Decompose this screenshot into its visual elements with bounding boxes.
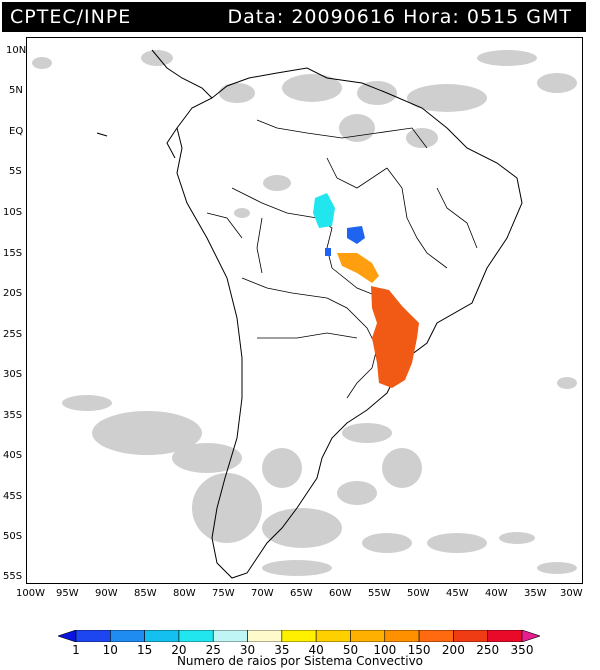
- colorbar-label: 250: [476, 643, 500, 657]
- lon-label: 45W: [446, 588, 469, 599]
- colorbar-segment: [178, 630, 214, 642]
- lon-label: 55W: [368, 588, 391, 599]
- colorbar-segment: [247, 630, 283, 642]
- lon-label: 80W: [173, 588, 196, 599]
- blue-cluster-1: [347, 226, 365, 244]
- lat-label: 25S: [3, 329, 23, 340]
- colorbar-segment: [75, 630, 111, 642]
- lon-label: 30W: [560, 588, 583, 599]
- colorbar-label: 150: [407, 643, 431, 657]
- colorbar-label: 200: [441, 643, 465, 657]
- colorbar-segment: [521, 630, 540, 642]
- colorbar-segment: [453, 630, 488, 642]
- colorbar-label: 1: [72, 643, 80, 657]
- colorbar-label: 25: [205, 643, 221, 657]
- lat-label: 10S: [3, 207, 23, 218]
- colorbar: [58, 630, 540, 642]
- red-orange-band: [371, 286, 419, 388]
- lon-label: 70W: [251, 588, 274, 599]
- lat-label: EQ: [9, 126, 24, 137]
- lat-label: 20S: [3, 288, 23, 299]
- cloud-cover: [32, 50, 577, 576]
- colorbar-segment: [144, 630, 180, 642]
- lat-label: 55S: [3, 571, 23, 582]
- lat-label: 30S: [3, 369, 23, 380]
- lon-label: 95W: [56, 588, 79, 599]
- colorbar-segment: [350, 630, 386, 642]
- colorbar-segment: [487, 630, 523, 642]
- colorbar-segment: [315, 630, 351, 642]
- cyan-cluster: [313, 193, 335, 228]
- lat-label: 5S: [9, 166, 22, 177]
- colorbar-label: 40: [308, 643, 324, 657]
- org-label: CPTEC/INPE: [10, 6, 132, 28]
- lon-label: 100W: [16, 588, 45, 599]
- colorbar-label: 100: [373, 643, 397, 657]
- convective-systems: [313, 193, 419, 388]
- lon-label: 35W: [524, 588, 547, 599]
- colorbar-segment: [110, 630, 145, 642]
- lat-label: 15S: [3, 248, 23, 259]
- colorbar-label: 10: [102, 643, 118, 657]
- lat-label: 45S: [3, 491, 23, 502]
- colorbar-label: 20: [171, 643, 187, 657]
- colorbar-segment: [418, 630, 454, 642]
- header-bar: CPTEC/INPE Data: 20090616 Hora: 0515 GMT: [2, 2, 586, 32]
- map-frame: [26, 37, 583, 584]
- coastlines: [96, 49, 523, 579]
- datetime-label: Data: 20090616 Hora: 0515 GMT: [227, 6, 572, 28]
- colorbar-label: 350: [510, 643, 534, 657]
- lon-label: 40W: [485, 588, 508, 599]
- lon-label: 60W: [329, 588, 352, 599]
- colorbar-segment: [212, 630, 248, 642]
- lat-label: 5N: [9, 85, 23, 96]
- lat-label: 50S: [3, 531, 23, 542]
- colorbar-caption: Numero de raios por Sistema Convectivo: [176, 654, 424, 668]
- colorbar-label: 15: [136, 643, 153, 657]
- lat-label: 35S: [3, 410, 23, 421]
- colorbar-segment: [58, 630, 77, 642]
- colorbar-svg: [58, 630, 540, 642]
- lon-label: 85W: [134, 588, 157, 599]
- lat-label: 40S: [3, 450, 23, 461]
- lon-label: 50W: [407, 588, 430, 599]
- lon-label: 65W: [290, 588, 313, 599]
- blue-cluster-2: [325, 248, 331, 256]
- colorbar-segment: [281, 630, 317, 642]
- colorbar-label: 35: [274, 643, 290, 657]
- colorbar-label: 30: [239, 643, 256, 657]
- lat-label: 10N: [6, 45, 27, 56]
- map-canvas: [32, 49, 577, 579]
- lon-label: 75W: [212, 588, 235, 599]
- colorbar-label: 50: [342, 643, 359, 657]
- colorbar-segment: [384, 630, 420, 642]
- lon-label: 90W: [95, 588, 118, 599]
- orange-band: [337, 253, 379, 283]
